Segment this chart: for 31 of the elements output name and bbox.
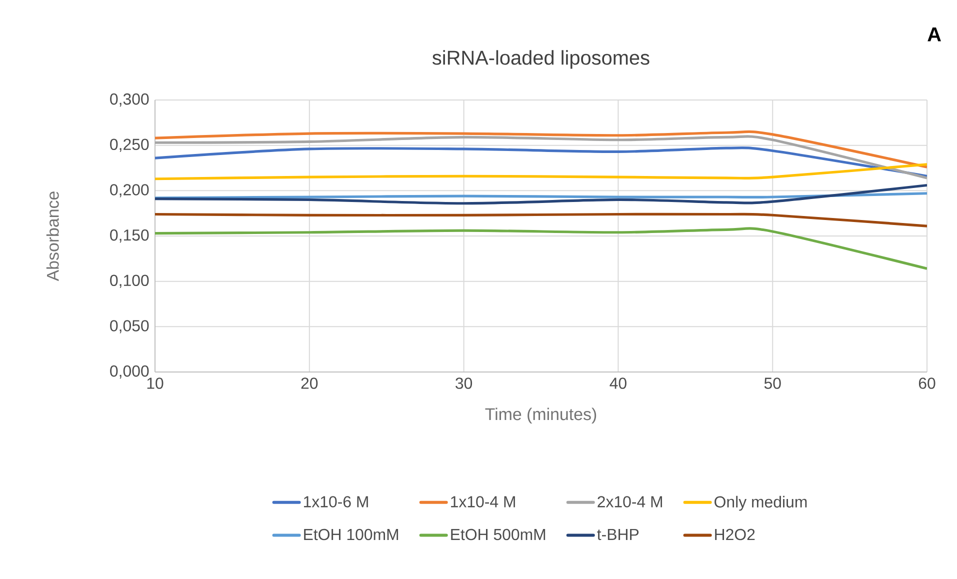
legend-label: EtOH 100mM <box>304 528 398 540</box>
legend-label: 1x10-4 M <box>451 496 515 508</box>
x-tick-label: 30 <box>456 378 472 389</box>
y-tick-label: 0,300 <box>110 93 149 107</box>
y-tick-label: 0,150 <box>110 229 149 243</box>
legend-label: EtOH 500mM <box>451 528 546 540</box>
y-tick-label: 0,050 <box>110 320 149 334</box>
x-tick-label: 60 <box>918 378 936 389</box>
text: A <box>928 28 941 42</box>
legend-label: 1x10-6 M <box>304 496 368 508</box>
y-tick-label: 0,250 <box>110 138 149 152</box>
y-axis-title: Absorbance <box>46 192 59 282</box>
line-series <box>155 184 928 205</box>
line-series <box>155 135 928 180</box>
line-series <box>155 227 928 270</box>
chart-title: siRNA-loaded liposomes <box>432 50 650 69</box>
line-series <box>155 130 928 168</box>
legend-label: t-BHP <box>597 528 639 540</box>
y-tick-label: 0,000 <box>110 365 149 379</box>
legend-label: H2O2 <box>715 528 755 540</box>
x-axis-title: Time (minutes) <box>485 408 596 424</box>
y-tick-label: 0,100 <box>110 274 149 288</box>
legend-label: 2x10-4 M <box>598 496 662 508</box>
line-series <box>155 163 928 180</box>
x-tick-label: 20 <box>301 378 318 389</box>
x-tick-label: 10 <box>147 378 164 389</box>
y-tick-label: 0,200 <box>110 184 149 198</box>
x-tick-label: 50 <box>764 378 781 389</box>
legend-label: Only medium <box>714 496 807 511</box>
x-tick-label: 40 <box>610 378 626 389</box>
line-series <box>155 146 928 178</box>
